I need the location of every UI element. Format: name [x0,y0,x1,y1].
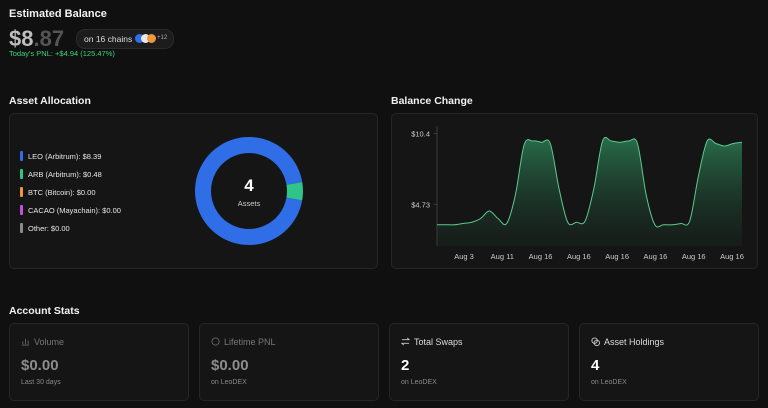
legend-swatch [20,205,23,215]
stat-title: Lifetime PNL [224,337,276,347]
chains-more: +12 [157,35,168,41]
stat-sub: on LeoDEX [591,379,627,386]
stat-value: 2 [401,357,410,374]
legend-label: ARB (Arbitrum): $0.48 [28,170,102,179]
center-value: 4 [244,176,254,195]
balance-main: $8 [9,26,34,51]
y-tick-label: $10.4 [411,130,430,139]
x-tick-label: Aug 16 [644,252,668,261]
center-label: Assets [238,199,261,208]
chains-pill[interactable]: on 16 chains +12 [76,29,174,49]
stat-title: Total Swaps [414,337,463,347]
x-tick-label: Aug 16 [529,252,553,261]
stats-title: Account Stats [9,305,80,317]
x-tick-label: Aug 3 [454,252,474,261]
stat-card: Volume $0.00 Last 30 days [9,323,189,401]
stat-icon [591,337,600,346]
stat-value: $0.00 [21,357,59,374]
line [437,136,743,228]
x-tick-label: Aug 16 [605,252,629,261]
stat-sub: Last 30 days [21,379,61,386]
stat-sub: on LeoDEX [401,379,437,386]
stat-icon [401,337,410,346]
balance-amount: $8.87 [9,26,64,52]
legend-swatch [20,187,23,197]
balance-cents: .87 [33,26,65,51]
stat-value: 4 [591,357,600,374]
area [437,137,742,246]
balance-change-title: Balance Change [391,95,473,107]
chains-text: on 16 chains [84,34,133,44]
legend-swatch [20,169,23,179]
chain-icon [141,34,150,43]
x-tick-label: Aug 16 [682,252,706,261]
balance-title: Estimated Balance [9,8,107,20]
legend-swatch [20,223,23,233]
stat-card: Total Swaps 2 on LeoDEX [389,323,569,401]
legend-swatch [20,151,23,161]
legend-label: CACAO (Mayachain): $0.00 [28,206,121,215]
stat-sub: on LeoDEX [211,379,247,386]
allocation-card: 4 Assets LEO (Arbitrum): $8.39 ARB (Arbit… [9,113,378,269]
legend-label: LEO (Arbitrum): $8.39 [28,152,101,161]
donut-segment [194,137,303,246]
pnl: Today's PNL: +$4.94 (125.47%) [9,49,115,58]
x-tick-label: Aug 11 [491,252,514,261]
allocation-title: Asset Allocation [9,95,91,107]
x-tick-label: Aug 16 [567,252,591,261]
chain-icon [147,34,156,43]
legend-label: Other: $0.00 [28,224,70,233]
legend-label: BTC (Bitcoin): $0.00 [28,188,96,197]
line-chart: $4.73 $10.4 Aug 3 Aug 11 Aug 16 Aug 16 Aug 16 A… [411,126,744,261]
stat-icon [21,338,30,346]
y-tick-label: $4.73 [411,200,430,209]
balance-card: $4.73 $10.4 Aug 3 Aug 11 Aug 16 Aug 16 Aug 16 A… [391,113,758,269]
stat-title: Volume [34,337,65,347]
donut-segment [286,182,303,201]
stat-icon [211,337,220,346]
stat-title: Asset Holdings [604,337,665,347]
stat-card: Lifetime PNL $0.00 on LeoDEX [199,323,379,401]
chain-icon [135,34,144,43]
stat-value: $0.00 [211,357,249,374]
donut-chart: 4 Assets LEO (Arbitrum): $8.39 ARB (Arbit… [20,137,303,246]
stat-card: Asset Holdings 4 on LeoDEX [579,323,759,401]
x-tick-label: Aug 16 [720,252,744,261]
